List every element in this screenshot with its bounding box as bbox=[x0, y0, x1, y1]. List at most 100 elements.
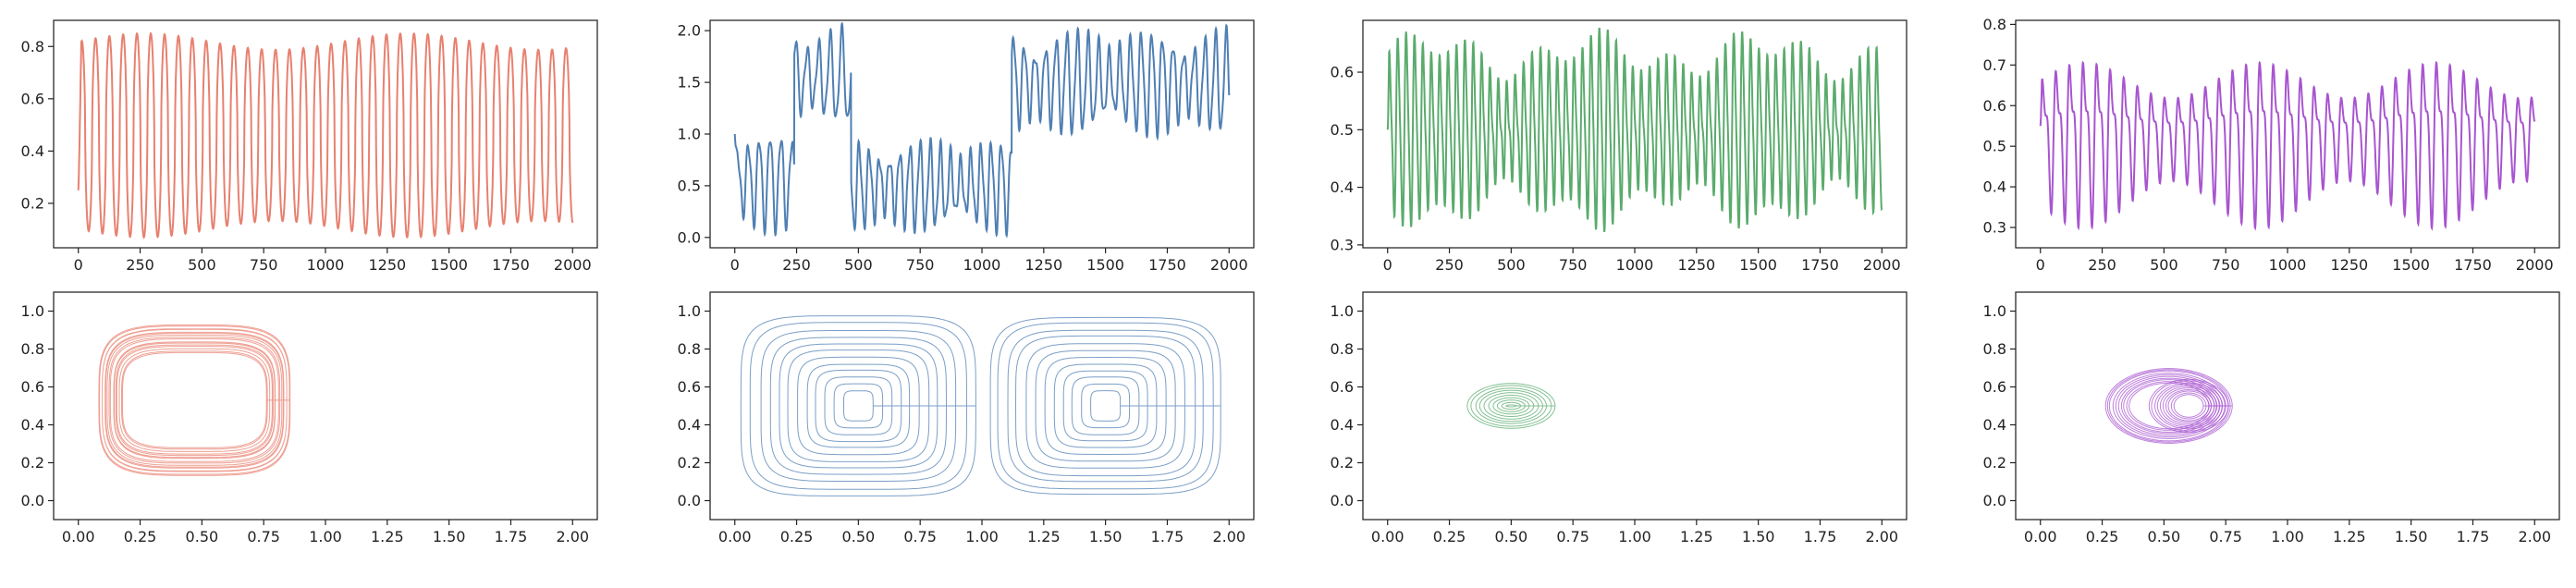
x-tick-label: 750 bbox=[2212, 256, 2240, 274]
y-tick-label: 0.6 bbox=[21, 90, 44, 107]
y-tick-label: 1.0 bbox=[678, 126, 701, 143]
y-tick-label: 0.0 bbox=[678, 492, 701, 509]
y-tick-label: 0.5 bbox=[1983, 138, 2006, 155]
x-tick-label: 1750 bbox=[492, 256, 530, 274]
x-tick-label: 1500 bbox=[430, 256, 468, 274]
y-tick-label: 0.2 bbox=[1331, 454, 1354, 472]
x-tick-label: 1000 bbox=[963, 256, 1001, 274]
axes-frame bbox=[1362, 291, 1907, 521]
x-tick-label: 750 bbox=[906, 256, 935, 274]
y-tick-label: 0.4 bbox=[21, 416, 44, 434]
x-tick-label: 0.50 bbox=[1495, 528, 1528, 545]
subplot-1-1: 0 250 500 750 1000 1250 1500 1750 2000 0.2 0.4 0.6 0… bbox=[21, 19, 598, 274]
y-tick-label: 0.6 bbox=[1331, 64, 1354, 81]
y-tick-label: 0.6 bbox=[678, 378, 701, 396]
x-tick-label: 0.75 bbox=[2209, 528, 2242, 545]
subplot-2-3: 0.00 0.25 0.50 0.75 1.00 1.25 1.50 1.75 2.00 0.0 0… bbox=[1331, 291, 1907, 545]
x-tick-label: 0.75 bbox=[1556, 528, 1589, 545]
y-tick-label: 0.4 bbox=[678, 416, 701, 434]
x-tick-label: 250 bbox=[1435, 256, 1464, 274]
x-tick-label: 1.00 bbox=[309, 528, 342, 545]
x-tick-label: 500 bbox=[844, 256, 873, 274]
x-tick-label: 0.00 bbox=[2024, 528, 2057, 545]
x-tick-label: 0.00 bbox=[62, 528, 95, 545]
x-tick-label: 2.00 bbox=[2518, 528, 2551, 545]
y-tick-label: 0.6 bbox=[21, 378, 44, 396]
subplot-2-2: 0.00 0.25 0.50 0.75 1.00 1.25 1.50 1.75 2.00 0.0 0… bbox=[678, 291, 1255, 545]
x-tick-label: 1250 bbox=[1677, 256, 1715, 274]
y-tick-label: 0.3 bbox=[1331, 236, 1354, 253]
x-tick-label: 1500 bbox=[1739, 256, 1777, 274]
x-tick-label: 2.00 bbox=[1212, 528, 1245, 545]
subplot-1-4: 0 250 500 750 1000 1250 1500 1750 2000 0.3 0.4 0.5 0… bbox=[1983, 16, 2560, 274]
x-tick-label: 1000 bbox=[307, 256, 345, 274]
x-tick-label: 250 bbox=[126, 256, 154, 274]
x-tick-label: 2.00 bbox=[1865, 528, 1898, 545]
y-tick-label: 0.4 bbox=[21, 142, 44, 160]
y-tick-label: 0.6 bbox=[1331, 378, 1354, 396]
x-tick-label: 2.00 bbox=[556, 528, 589, 545]
x-tick-label: 500 bbox=[2150, 256, 2178, 274]
y-tick-label: 0.8 bbox=[1983, 16, 2006, 33]
x-tick-label: 0 bbox=[730, 256, 740, 274]
y-tick-label: 0.4 bbox=[1331, 178, 1354, 196]
x-tick-label: 2000 bbox=[2516, 256, 2554, 274]
x-tick-label: 1.25 bbox=[1680, 528, 1713, 545]
x-tick-label: 1.00 bbox=[965, 528, 999, 545]
x-tick-label: 0.50 bbox=[842, 528, 876, 545]
y-tick-label: 0.0 bbox=[21, 492, 44, 509]
y-tick-label: 0.0 bbox=[1983, 492, 2006, 509]
axes-frame bbox=[2015, 291, 2560, 521]
x-tick-label: 1.50 bbox=[433, 528, 466, 545]
x-tick-label: 0.50 bbox=[2148, 528, 2181, 545]
x-tick-label: 0.50 bbox=[186, 528, 219, 545]
y-tick-label: 0.0 bbox=[678, 228, 701, 246]
x-tick-label: 1250 bbox=[1024, 256, 1062, 274]
subplot-2-4: 0.00 0.25 0.50 0.75 1.00 1.25 1.50 1.75 2.00 0.0 0… bbox=[1983, 291, 2560, 545]
y-tick-label: 0.4 bbox=[1983, 178, 2006, 196]
x-tick-label: 1.75 bbox=[2457, 528, 2490, 545]
x-tick-label: 1.75 bbox=[1804, 528, 1837, 545]
x-tick-label: 0.25 bbox=[780, 528, 814, 545]
y-tick-label: 0.8 bbox=[1331, 340, 1354, 358]
subplot-2-1: 0.00 0.25 0.50 0.75 1.00 1.25 1.50 1.75 2.00 0.0 0… bbox=[21, 291, 598, 545]
y-tick-label: 0.5 bbox=[1331, 121, 1354, 139]
x-tick-label: 1250 bbox=[2330, 256, 2368, 274]
phase-trajectory bbox=[989, 316, 1221, 496]
y-tick-label: 1.0 bbox=[678, 302, 701, 320]
x-tick-label: 0.75 bbox=[247, 528, 280, 545]
x-tick-label: 0.25 bbox=[1433, 528, 1466, 545]
series-line bbox=[733, 21, 1231, 239]
x-tick-label: 750 bbox=[250, 256, 278, 274]
y-tick-label: 2.0 bbox=[678, 22, 701, 40]
y-tick-label: 0.5 bbox=[678, 177, 701, 194]
y-tick-label: 1.0 bbox=[1983, 302, 2006, 320]
axes-frame bbox=[53, 291, 598, 521]
x-tick-label: 0.75 bbox=[903, 528, 937, 545]
series-line bbox=[77, 31, 574, 239]
series-line bbox=[1386, 27, 1883, 232]
y-tick-label: 0.8 bbox=[21, 340, 44, 358]
y-tick-label: 0.6 bbox=[1983, 378, 2006, 396]
y-tick-label: 1.0 bbox=[1331, 302, 1354, 320]
x-tick-label: 0.25 bbox=[124, 528, 157, 545]
x-tick-label: 1.00 bbox=[1618, 528, 1651, 545]
x-tick-label: 1000 bbox=[1616, 256, 1654, 274]
x-tick-label: 0 bbox=[74, 256, 83, 274]
x-tick-label: 1.75 bbox=[495, 528, 528, 545]
y-tick-label: 0.2 bbox=[678, 454, 701, 472]
y-tick-label: 0.4 bbox=[1983, 416, 2006, 434]
x-tick-label: 1750 bbox=[1148, 256, 1186, 274]
y-tick-label: 1.0 bbox=[21, 302, 44, 320]
x-tick-label: 0.00 bbox=[718, 528, 752, 545]
y-tick-label: 0.7 bbox=[1983, 56, 2006, 74]
x-tick-label: 1500 bbox=[2392, 256, 2430, 274]
x-tick-label: 1.50 bbox=[2395, 528, 2428, 545]
subplot-1-3: 0 250 500 750 1000 1250 1500 1750 2000 0.3 0.4 0.5 0… bbox=[1331, 19, 1907, 274]
phase-trajectory bbox=[98, 325, 291, 476]
x-tick-label: 2000 bbox=[1863, 256, 1901, 274]
y-tick-label: 0.6 bbox=[1983, 97, 2006, 115]
y-tick-label: 1.5 bbox=[678, 74, 701, 92]
y-tick-label: 0.8 bbox=[678, 340, 701, 358]
x-tick-label: 250 bbox=[782, 256, 811, 274]
